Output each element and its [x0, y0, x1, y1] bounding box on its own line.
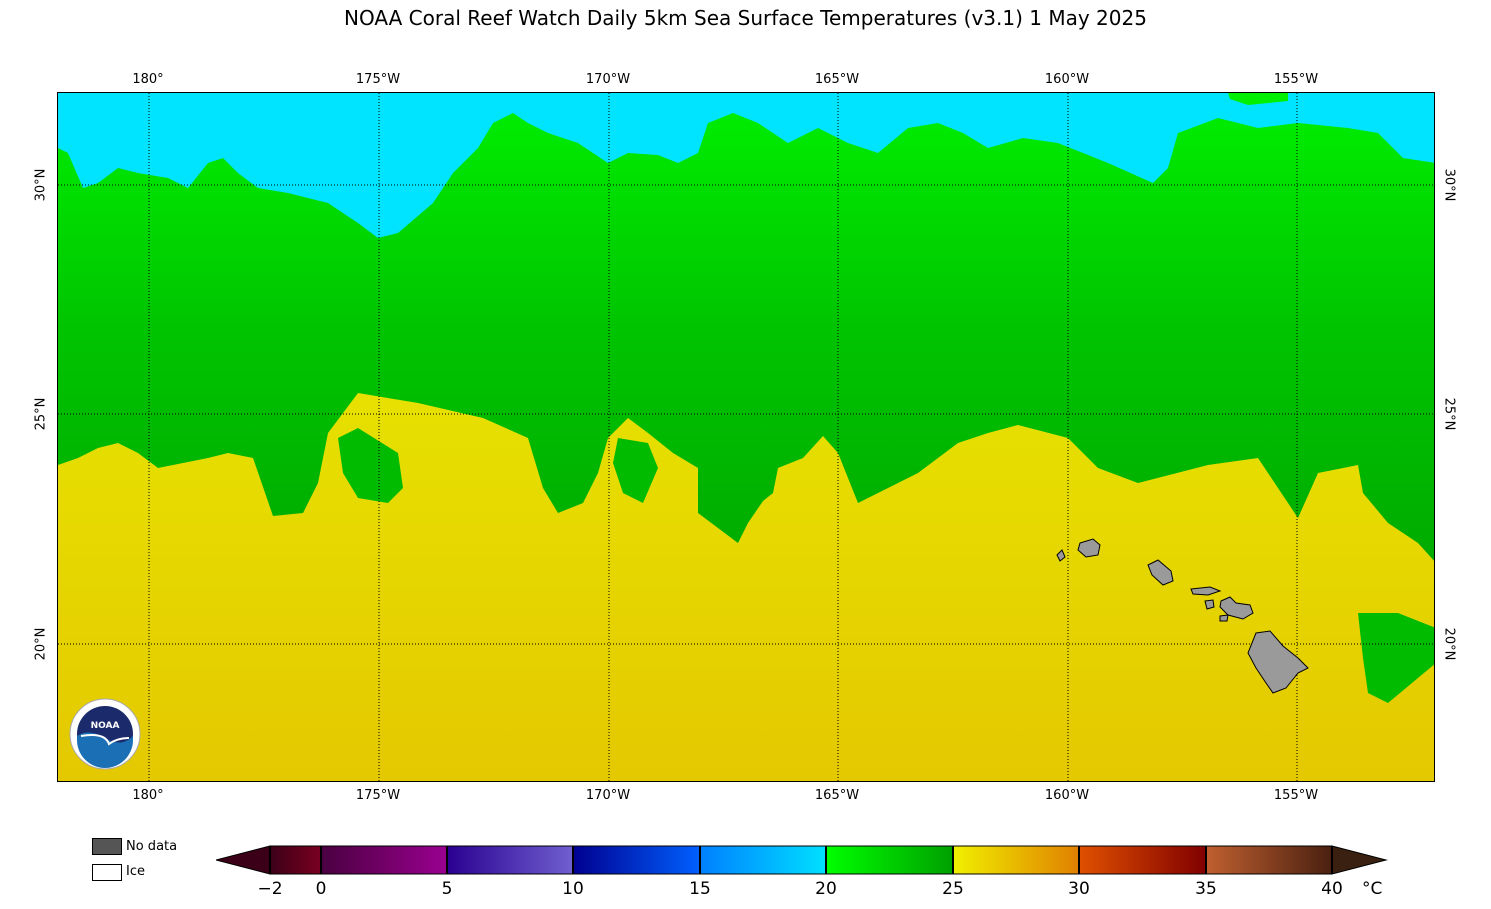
island-maui [1219, 596, 1254, 620]
grid-lines [58, 93, 1434, 781]
island-molokai [1190, 586, 1222, 596]
noaa-logo: NOAA [69, 698, 141, 774]
island-kauai [1077, 538, 1101, 558]
colorbar-label: 25 [942, 879, 964, 899]
no-data-swatch [92, 838, 122, 855]
noaa-logo-text: NOAA [91, 721, 120, 731]
lon-label-top: 160°W [1044, 72, 1090, 87]
lat-label-left: 30°N [33, 168, 49, 202]
ice-swatch [92, 864, 122, 881]
colorbar-label: 20 [815, 879, 837, 899]
hawaiian-islands [1056, 538, 1309, 694]
green-intrusion [338, 428, 403, 503]
colorbar-label: 35 [1195, 879, 1217, 899]
island-niihau [1056, 549, 1066, 562]
lat-label-right: 30°N [1441, 168, 1457, 202]
lon-label-bottom: 165°W [814, 788, 860, 803]
sst-map-svg [58, 93, 1434, 781]
colorbar-label: 0 [315, 879, 327, 899]
lat-label-left: 25°N [33, 397, 49, 431]
sst-map[interactable] [57, 92, 1435, 782]
colorbar-label: 15 [689, 879, 711, 899]
lon-label-top: 170°W [585, 72, 631, 87]
lon-label-top: 180° [132, 72, 164, 87]
colorbar-unit: °C [1362, 879, 1383, 899]
colorbar-label: 5 [441, 879, 453, 899]
island-oahu [1147, 559, 1174, 586]
lat-label-right: 20°N [1441, 627, 1457, 661]
lat-label-left: 20°N [33, 627, 49, 661]
lon-label-bottom: 175°W [355, 788, 401, 803]
colorbar-svg [214, 845, 1388, 875]
colorbar-label: −2 [257, 879, 283, 899]
lon-label-top: 175°W [355, 72, 401, 87]
colorbar [214, 844, 1388, 880]
lat-label-right: 25°N [1441, 397, 1457, 431]
lon-label-bottom: 155°W [1273, 788, 1319, 803]
colorbar-label: 30 [1068, 879, 1090, 899]
green-intrusion [1358, 613, 1434, 703]
lon-label-top: 165°W [814, 72, 860, 87]
colorbar-label: 10 [562, 879, 584, 899]
green-patch [1228, 93, 1288, 105]
ice-label: Ice [126, 864, 145, 879]
island-lanai [1204, 599, 1215, 610]
noaa-logo-icon: NOAA [69, 698, 141, 770]
island-kahoolawe [1219, 614, 1229, 622]
lon-label-bottom: 180° [132, 788, 164, 803]
green-intrusion [613, 438, 658, 503]
lon-label-bottom: 170°W [585, 788, 631, 803]
island-big-island [1247, 630, 1309, 694]
colorbar-label: 40 [1321, 879, 1343, 899]
cool-region [58, 93, 1434, 238]
no-data-label: No data [126, 839, 178, 854]
lon-label-top: 155°W [1273, 72, 1319, 87]
map-title: NOAA Coral Reef Watch Daily 5km Sea Surf… [344, 6, 1147, 30]
lon-label-bottom: 160°W [1044, 788, 1090, 803]
